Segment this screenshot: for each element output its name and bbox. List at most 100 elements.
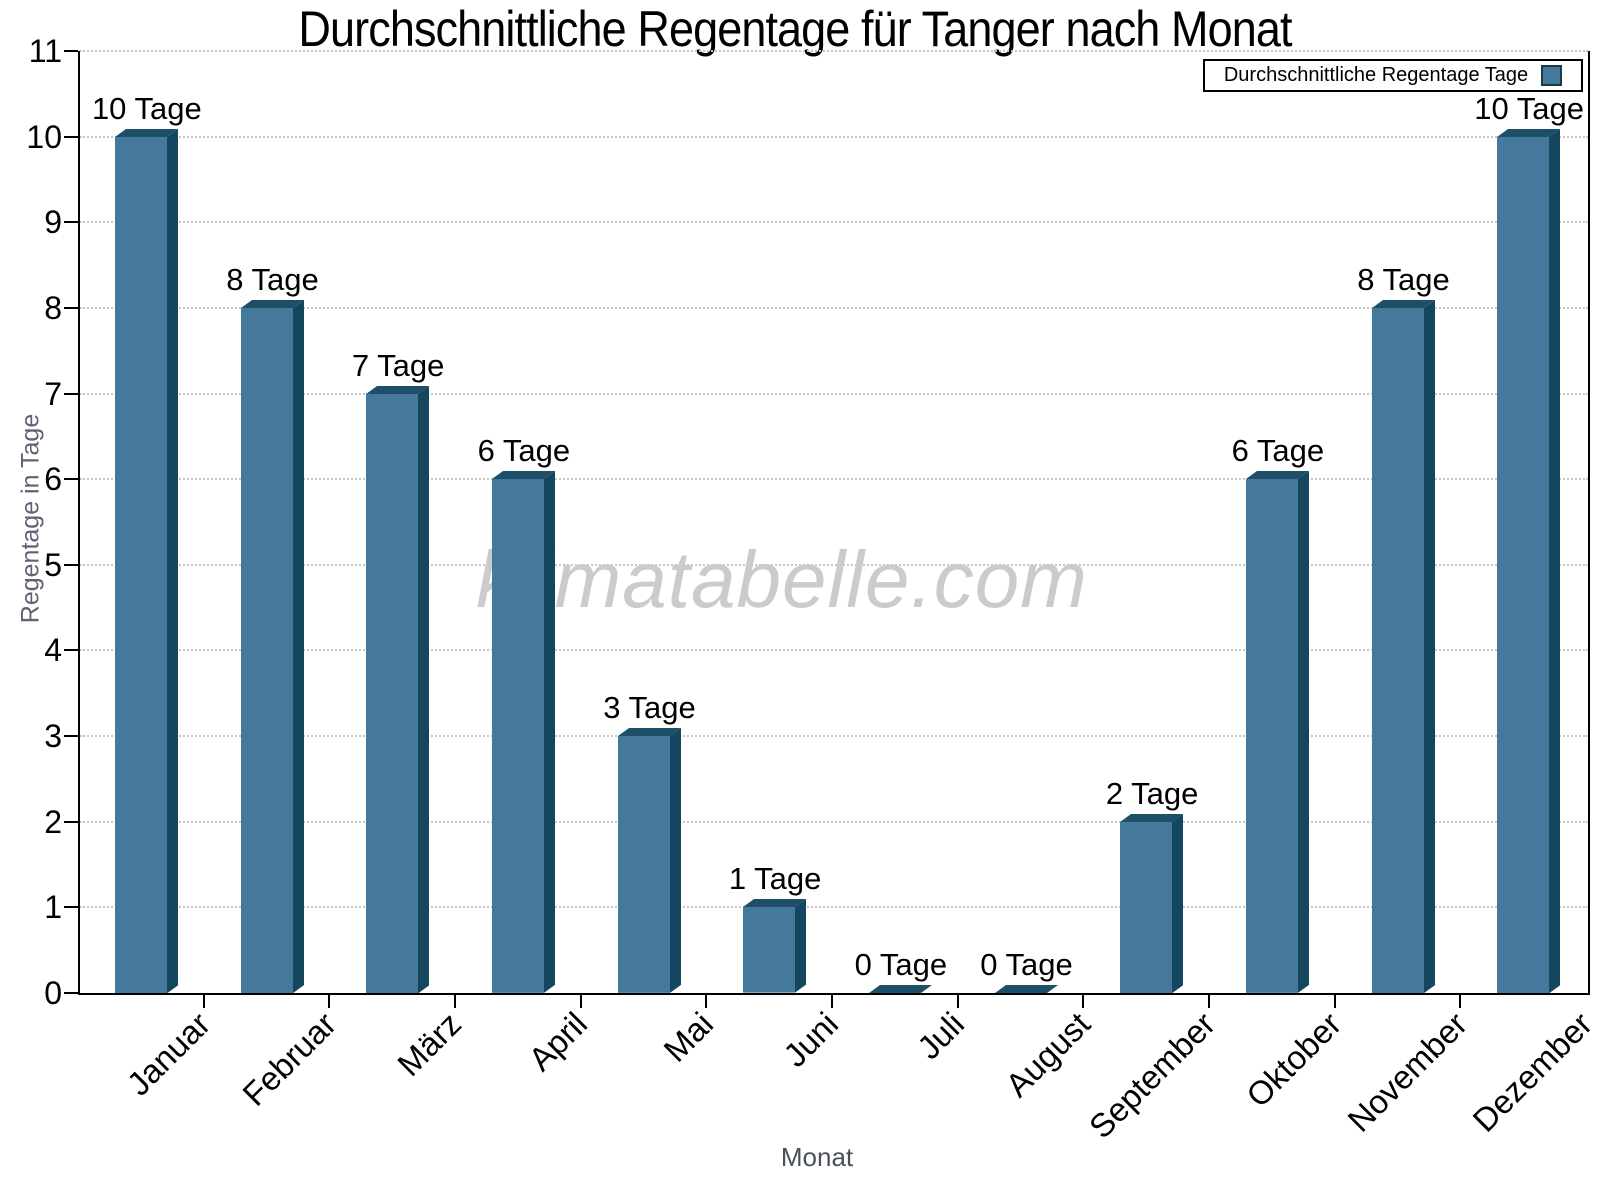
value-label-september: 2 Tage: [1105, 775, 1199, 811]
y-tick-11: [64, 50, 78, 52]
x-tick-label-september: September: [1082, 1005, 1223, 1146]
watermark: klimatabelle.com: [476, 535, 1088, 624]
bar-mai: [617, 728, 681, 993]
x-tick-label-november: November: [1339, 1005, 1474, 1139]
x-tick-8: [1082, 995, 1085, 1008]
bar-front-face: [366, 393, 419, 993]
x-tick-label-februar: Februar: [234, 1005, 343, 1113]
gridline-y-6: [80, 478, 1588, 481]
value-label-oktober: 6 Tage: [1231, 433, 1325, 469]
value-label-april: 6 Tage: [477, 433, 571, 469]
x-tick-label-maerz: März: [390, 1005, 469, 1084]
bar-side-face: [1297, 471, 1309, 993]
bar-side-face: [1549, 128, 1561, 993]
legend: Durchschnittliche Regentage Tage: [1203, 59, 1583, 92]
bar-front-face: [114, 136, 167, 993]
x-tick-10: [1333, 995, 1336, 1008]
bar-top-face: [366, 385, 430, 394]
bar-dezember: [1497, 128, 1561, 993]
bar-side-face: [166, 128, 178, 993]
bar-top-face: [1245, 471, 1309, 480]
gridline-y-4: [80, 649, 1588, 652]
bar-side-face: [292, 299, 304, 993]
y-tick-label-5: 5: [44, 546, 62, 583]
gridline-y-1: [80, 906, 1588, 909]
legend-label: Durchschnittliche Regentage Tage: [1223, 64, 1529, 86]
x-tick-label-juni: Juni: [776, 1005, 846, 1074]
bar-top-face: [240, 299, 304, 308]
x-tick-label-oktober: Oktober: [1238, 1005, 1348, 1115]
bar-top-face: [743, 899, 807, 908]
gridline-y-5: [80, 563, 1588, 566]
value-label-november: 8 Tage: [1357, 261, 1450, 297]
value-label-maerz: 7 Tage: [351, 347, 445, 383]
bar-november: [1371, 299, 1435, 993]
bar-front-face: [617, 736, 670, 993]
bar-maerz: [366, 385, 430, 993]
bar-front-face: [1497, 136, 1550, 993]
gridline-y-11: [80, 50, 1588, 52]
value-label-juni: 1 Tage: [728, 861, 822, 897]
y-tick-label-3: 3: [44, 718, 62, 755]
bar-side-face: [1172, 813, 1184, 993]
y-tick-label-10: 10: [26, 118, 62, 155]
plot-area: [78, 50, 1590, 995]
value-label-mai: 3 Tage: [603, 690, 696, 726]
y-tick-label-8: 8: [44, 289, 62, 326]
y-tick-8: [64, 306, 78, 309]
chart-title: Durchschnittliche Regentage für Tanger n…: [298, 1, 1292, 57]
bar-top-face: [617, 728, 681, 737]
gridline-y-10: [80, 135, 1588, 138]
y-tick-label-9: 9: [44, 204, 62, 241]
x-tick-label-dezember: Dezember: [1465, 1005, 1600, 1139]
bar-juli: [868, 985, 932, 993]
y-tick-9: [64, 221, 78, 224]
y-tick-label-7: 7: [44, 375, 62, 412]
bar-side-face: [418, 385, 430, 993]
gridline-y-9: [80, 221, 1588, 224]
bar-top-face: [868, 985, 932, 993]
bar-juni: [743, 899, 807, 993]
x-tick-9: [1208, 995, 1210, 1008]
y-tick-10: [64, 135, 78, 138]
bar-oktober: [1245, 471, 1309, 993]
value-label-august: 0 Tage: [980, 947, 1073, 982]
gridline-y-7: [80, 392, 1588, 395]
bar-januar: [114, 128, 178, 993]
x-tick-1: [202, 995, 205, 1008]
x-axis-title: Monat: [780, 1142, 854, 1172]
bar-top-face: [1120, 813, 1184, 822]
y-tick-5: [64, 563, 78, 566]
value-label-januar: 10 Tage: [91, 90, 202, 126]
y-tick-label-11: 11: [28, 33, 62, 69]
x-tick-label-august: August: [997, 1005, 1097, 1104]
bar-front-face: [1120, 821, 1173, 993]
x-tick-6: [831, 995, 833, 1008]
bar-september: [1120, 813, 1184, 993]
bar-front-face: [240, 307, 293, 993]
x-tick-2: [328, 995, 331, 1008]
value-label-dezember: 10 Tage: [1474, 90, 1585, 126]
bar-front-face: [1371, 307, 1424, 993]
x-tick-5: [705, 995, 708, 1008]
x-tick-label-juli: Juli: [909, 1005, 971, 1067]
value-label-februar: 8 Tage: [226, 261, 319, 297]
y-tick-1: [64, 906, 78, 909]
y-tick-6: [64, 478, 78, 481]
value-label-juli: 0 Tage: [854, 947, 948, 982]
x-tick-label-mai: Mai: [655, 1005, 720, 1069]
bar-front-face: [491, 479, 544, 993]
y-axis-title: Regentage in Tage: [16, 413, 45, 624]
x-tick-label-januar: Januar: [119, 1005, 217, 1103]
y-tick-label-2: 2: [44, 803, 62, 840]
y-tick-label-1: 1: [44, 889, 62, 926]
y-tick-3: [64, 735, 78, 738]
y-tick-label-0: 0: [44, 975, 62, 1011]
bar-top-face: [114, 128, 178, 137]
gridline-y-3: [80, 735, 1588, 738]
x-tick-3: [454, 995, 456, 1008]
x-tick-4: [579, 995, 582, 1008]
x-tick-label-april: April: [521, 1005, 594, 1078]
y-tick-4: [64, 649, 78, 652]
